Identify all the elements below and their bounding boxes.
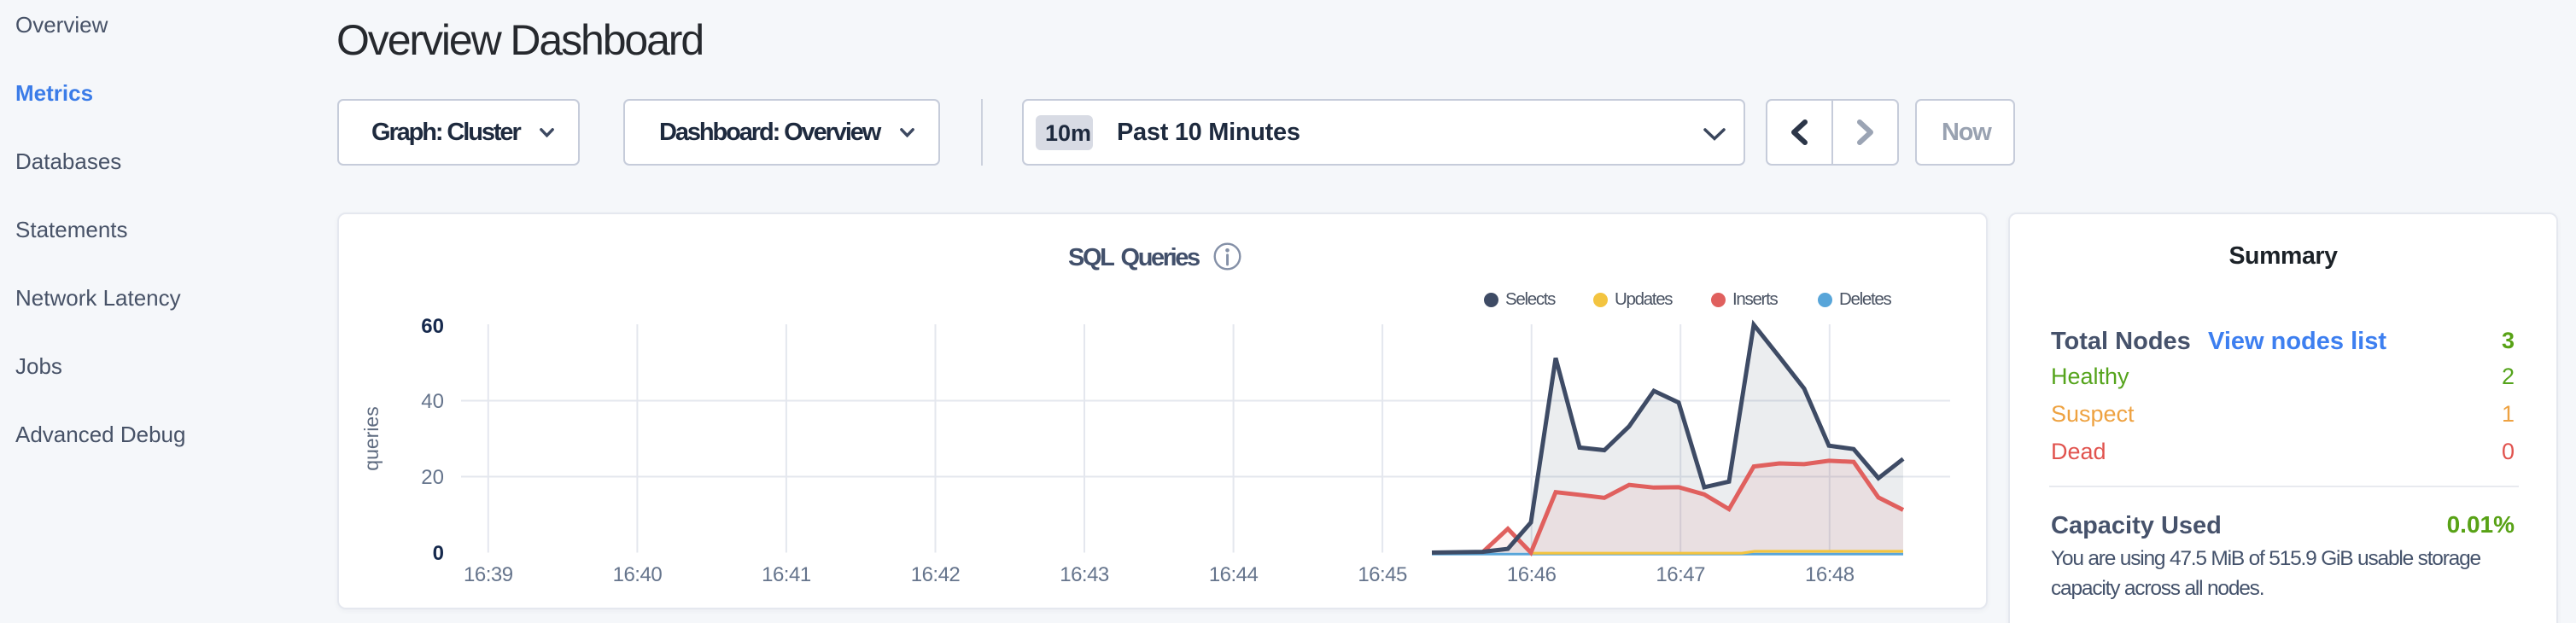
svg-text:16:41: 16:41 <box>762 563 811 586</box>
svg-text:16:47: 16:47 <box>1656 563 1705 586</box>
svg-text:16:43: 16:43 <box>1060 563 1109 586</box>
svg-text:16:44: 16:44 <box>1209 563 1259 586</box>
svg-text:16:40: 16:40 <box>613 563 663 586</box>
svg-text:16:46: 16:46 <box>1507 563 1557 586</box>
svg-text:20: 20 <box>421 466 444 489</box>
svg-text:16:42: 16:42 <box>911 563 961 586</box>
svg-text:16:45: 16:45 <box>1358 563 1407 586</box>
svg-text:60: 60 <box>421 315 444 338</box>
svg-text:queries: queries <box>360 406 383 470</box>
svg-text:16:48: 16:48 <box>1805 563 1855 586</box>
svg-text:0: 0 <box>433 542 444 565</box>
svg-text:16:39: 16:39 <box>464 563 513 586</box>
svg-text:40: 40 <box>421 390 444 413</box>
